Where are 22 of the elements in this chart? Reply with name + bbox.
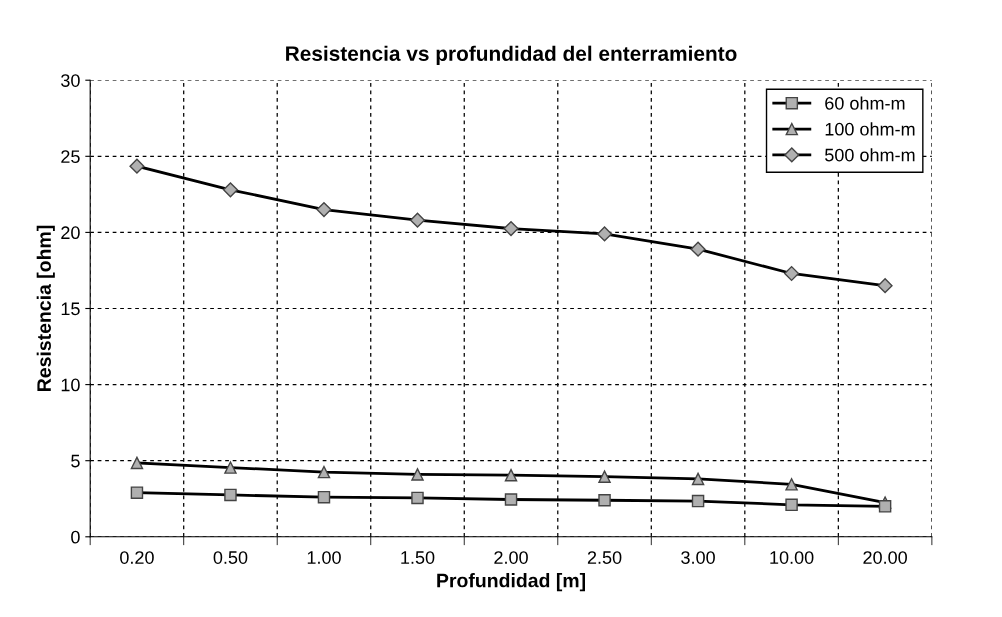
y-tick-label: 10 — [61, 378, 80, 392]
y-tick-label: 25 — [61, 150, 80, 164]
legend-label: 60 ohm-m — [825, 96, 905, 110]
y-axis-title: Resistencia [ohm] — [36, 225, 55, 391]
y-tick-label: 0 — [71, 530, 80, 544]
x-tick-label: 2.00 — [494, 551, 528, 564]
y-tick-label: 5 — [71, 454, 80, 468]
x-tick-label: 0.50 — [213, 551, 248, 564]
x-tick-label: 1.00 — [307, 551, 341, 564]
x-axis-title: Profundidad [m] — [437, 573, 585, 592]
y-tick-label: 15 — [61, 302, 80, 316]
x-tick-label: 0.20 — [120, 551, 154, 564]
legend-label: 100 ohm-m — [825, 122, 915, 136]
chart-title: Resistencia vs profundidad del enterramiento — [286, 45, 737, 66]
x-tick-label: 2.50 — [587, 551, 622, 564]
x-tick-label: 3.00 — [681, 551, 715, 564]
y-tick-label: 30 — [61, 74, 80, 87]
legend-label: 500 ohm-m — [825, 148, 915, 162]
x-tick-label: 1.50 — [401, 551, 435, 564]
y-tick-label: 20 — [61, 226, 80, 240]
x-tick-label: 10.00 — [770, 551, 814, 564]
x-tick-label: 20.00 — [863, 551, 907, 564]
